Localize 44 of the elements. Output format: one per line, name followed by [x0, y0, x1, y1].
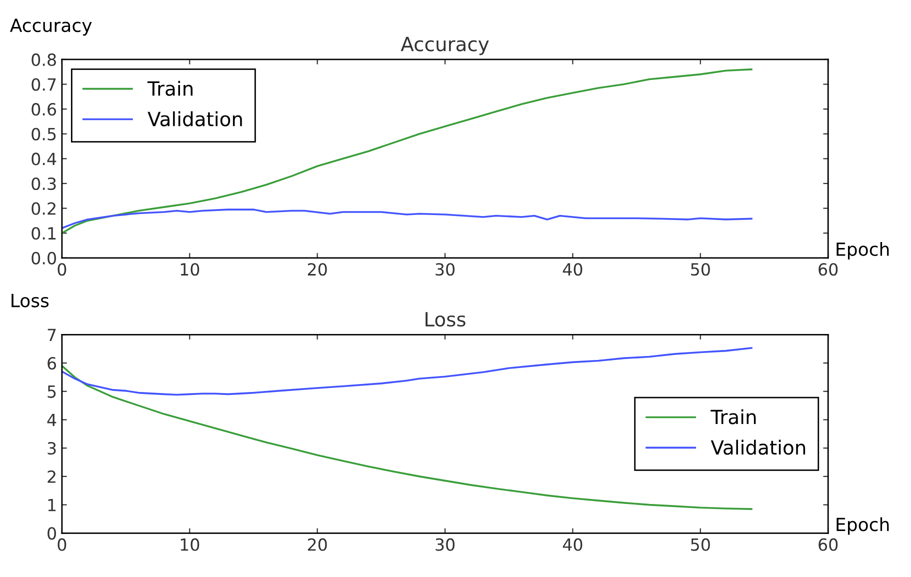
x-tick-label: 0 [58, 263, 66, 276]
y-tick-label: 0.2 [32, 202, 56, 215]
y-tick-label: 0.0 [32, 252, 56, 264]
x-tick-label: 0 [58, 538, 66, 551]
y-tick-label: 0.7 [32, 78, 56, 91]
y-tick-label: 0.5 [32, 128, 56, 140]
x-tick-label: 40 [562, 263, 582, 276]
x-axis-title: Epoch [836, 517, 889, 535]
x-tick-label: 50 [691, 538, 710, 551]
x-tick-label: 60 [818, 263, 838, 276]
y-axis-title: Loss [12, 294, 49, 308]
y-tick-label: 0 [48, 527, 56, 540]
y-tick-label: 6 [48, 356, 56, 370]
legend-label: Validation [148, 111, 242, 126]
x-tick-label: 60 [818, 538, 838, 551]
chart-title: Accuracy [400, 36, 489, 56]
y-tick-label: 7 [48, 328, 56, 341]
x-tick-label: 40 [562, 538, 582, 551]
line-series [62, 208, 752, 230]
x-axis-title: Epoch [836, 242, 889, 260]
line-series [62, 68, 752, 234]
x-tick-label: 30 [436, 263, 455, 276]
legend-label: Validation [710, 440, 806, 455]
y-tick-label: 0.4 [32, 152, 56, 166]
y-tick-label: 0.8 [32, 53, 56, 66]
y-axis-title: Accuracy [10, 18, 92, 36]
line-series [62, 347, 752, 396]
x-tick-label: 20 [308, 538, 327, 551]
y-tick-label: 5 [48, 386, 56, 398]
legend-label: Train [147, 80, 192, 96]
y-tick-label: 3 [48, 442, 56, 455]
y-tick-label: 1 [48, 498, 56, 512]
y-tick-label: 0.1 [32, 227, 56, 240]
legend-label: Train [710, 409, 756, 424]
y-tick-label: 4 [47, 414, 56, 426]
x-tick-label: 50 [691, 263, 710, 276]
x-tick-label: 30 [436, 538, 455, 551]
x-tick-label: 10 [180, 538, 200, 551]
y-tick-label: 0.3 [32, 177, 56, 190]
chart-title: Loss [426, 312, 466, 327]
x-tick-label: 20 [308, 263, 327, 276]
x-tick-label: 10 [180, 263, 200, 276]
y-tick-label: 2 [48, 470, 56, 483]
y-tick-label: 0.6 [32, 103, 56, 116]
